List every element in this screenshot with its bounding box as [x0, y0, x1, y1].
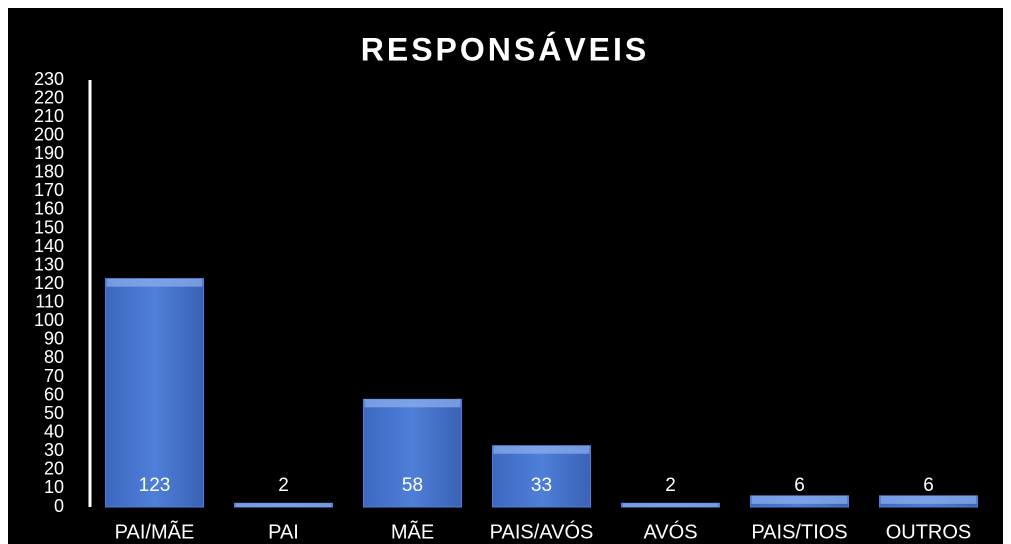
- y-tick-label: 20: [44, 459, 64, 479]
- bar-bevel: [364, 399, 461, 408]
- bar-bevel: [622, 503, 719, 507]
- data-label: 58: [402, 475, 423, 496]
- x-tick-label: PAIS/TIOS: [751, 521, 847, 543]
- x-tick-label: MÃE: [391, 519, 434, 543]
- y-tick-label: 180: [34, 162, 64, 182]
- data-label: 2: [665, 475, 676, 496]
- y-tick-label: 80: [44, 347, 64, 367]
- y-tick-label: 170: [34, 180, 64, 200]
- bar-bevel: [106, 278, 203, 287]
- y-tick-label: 0: [54, 496, 64, 516]
- bar: [362, 398, 463, 508]
- y-tick-label: 220: [34, 87, 64, 107]
- bar: [104, 278, 205, 508]
- x-tick-label: AVÓS: [643, 520, 697, 543]
- y-tick-label: 40: [44, 421, 64, 441]
- y-tick-label: 210: [34, 106, 64, 126]
- y-tick-label: 10: [44, 477, 64, 497]
- y-tick-label: 50: [44, 403, 64, 423]
- data-label: 33: [531, 475, 552, 496]
- y-tick-label: 230: [34, 69, 64, 89]
- bar-bevel: [880, 495, 977, 504]
- x-tick-label: PAI: [268, 521, 299, 543]
- y-tick-label: 160: [34, 199, 64, 219]
- y-tick-label: 60: [44, 384, 64, 404]
- y-tick-label: 100: [34, 310, 64, 330]
- bar-bevel: [235, 503, 332, 507]
- y-tick-label: 140: [34, 236, 64, 256]
- y-tick-label: 30: [44, 440, 64, 460]
- y-tick-label: 110: [35, 292, 64, 312]
- y-tick-label: 90: [44, 329, 64, 349]
- bar-bevel: [751, 495, 848, 504]
- chart-title: RESPONSÁVEIS: [361, 31, 650, 67]
- x-tick-label: OUTROS: [886, 521, 972, 543]
- data-label: 2: [278, 475, 289, 496]
- y-tick-label: 200: [34, 124, 64, 144]
- y-tick-label: 150: [34, 217, 64, 237]
- y-tick-label: 120: [34, 273, 64, 293]
- data-label: 6: [794, 475, 805, 496]
- x-tick-label: PAIS/AVÓS: [490, 520, 594, 543]
- data-label: 123: [139, 475, 171, 496]
- x-tick-label: PAI/MÃE: [115, 519, 195, 543]
- bar-bevel: [493, 445, 590, 454]
- y-tick-label: 70: [44, 366, 64, 386]
- data-label: 6: [923, 475, 934, 496]
- y-tick-label: 130: [34, 254, 64, 274]
- y-tick-label: 190: [34, 143, 64, 163]
